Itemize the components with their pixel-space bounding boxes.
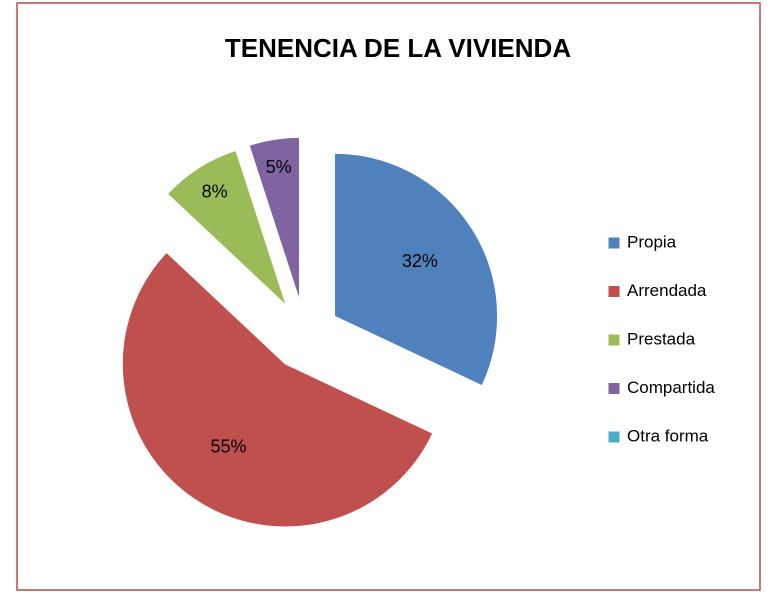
legend-label: Arrendada — [627, 281, 707, 300]
legend-swatch — [607, 333, 621, 347]
pie-slice — [248, 136, 301, 301]
pie-slice — [166, 149, 287, 306]
data-label: 55% — [211, 436, 247, 456]
legend-label: Propia — [627, 232, 677, 251]
legend-label: Prestada — [627, 329, 696, 348]
data-label: 5% — [266, 157, 292, 177]
legend-swatch — [607, 236, 621, 250]
legend-swatch — [607, 382, 621, 395]
chart-title: TENENCIA DE LA VIVIENDA — [225, 33, 571, 63]
pie-slice — [334, 152, 499, 387]
legend-label: Otra forma — [627, 426, 709, 445]
pie-slice — [121, 251, 434, 528]
data-label: 32% — [402, 251, 438, 271]
legend-swatch — [607, 285, 621, 298]
data-label: 8% — [202, 181, 228, 201]
legend-label: Compartida — [627, 378, 715, 397]
legend-swatch — [607, 430, 621, 444]
